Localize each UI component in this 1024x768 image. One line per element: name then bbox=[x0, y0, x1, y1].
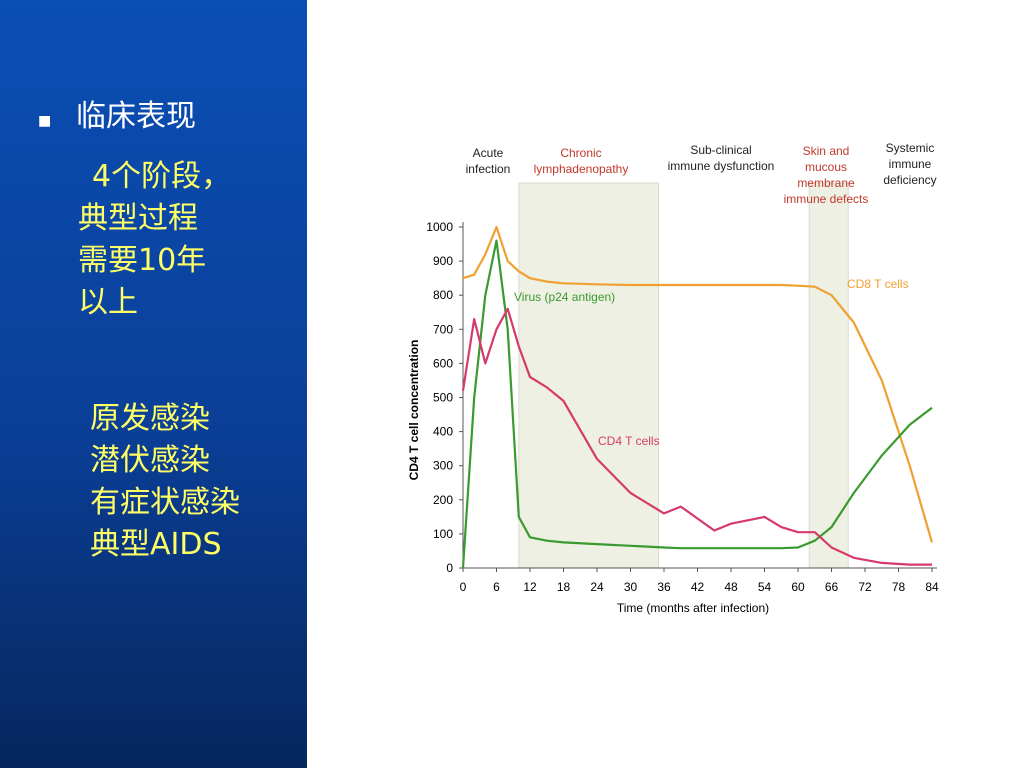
phase-label: Systemic bbox=[886, 141, 935, 155]
y-tick-label: 600 bbox=[433, 356, 453, 370]
x-tick-label: 84 bbox=[925, 580, 939, 594]
phase-label: immune dysfunction bbox=[668, 159, 775, 173]
x-tick-label: 0 bbox=[460, 580, 467, 594]
y-tick-label: 0 bbox=[446, 561, 453, 575]
x-tick-label: 54 bbox=[758, 580, 772, 594]
phase-label: mucous bbox=[805, 160, 847, 174]
y-tick-label: 700 bbox=[433, 322, 453, 336]
y-tick-label: 400 bbox=[433, 425, 453, 439]
stage-item: 原发感染 bbox=[90, 401, 210, 436]
series-line bbox=[461, 239, 933, 569]
phase-label: membrane bbox=[797, 176, 855, 190]
x-tick-label: 18 bbox=[557, 580, 571, 594]
summary-line: 以上 bbox=[78, 285, 138, 320]
summary-line: 4个阶段， bbox=[92, 159, 232, 194]
slide-panel: ■ 临床表现 4个阶段， 典型过程需要10年以上 原发感染潜伏感染有症状感染典型A… bbox=[0, 0, 307, 768]
series-line bbox=[462, 225, 934, 543]
phase-label: Sub-clinical bbox=[690, 143, 751, 157]
stage-item: 有症状感染 bbox=[90, 485, 240, 520]
phase-label: immune bbox=[889, 157, 932, 171]
summary-line: 需要10年 bbox=[78, 243, 207, 278]
x-tick-label: 66 bbox=[825, 580, 839, 594]
x-axis-label: Time (months after infection) bbox=[617, 601, 769, 615]
y-tick-label: 900 bbox=[433, 254, 453, 268]
x-tick-label: 6 bbox=[493, 580, 500, 594]
x-tick-label: 36 bbox=[657, 580, 671, 594]
bullet-mark: ■ bbox=[38, 113, 52, 129]
y-tick-label: 300 bbox=[433, 459, 453, 473]
stages: 原发感染潜伏感染有症状感染典型AIDS bbox=[90, 398, 240, 566]
x-tick-label: 12 bbox=[523, 580, 537, 594]
phase-label: immune defects bbox=[784, 192, 869, 206]
phase-label: Skin and bbox=[803, 144, 850, 158]
x-tick-label: 42 bbox=[691, 580, 705, 594]
y-axis-label: CD4 T cell concentration bbox=[407, 340, 421, 481]
phase-shade bbox=[808, 182, 849, 569]
x-tick-label: 72 bbox=[858, 580, 872, 594]
phase-label: deficiency bbox=[883, 173, 936, 187]
phase-shade bbox=[518, 182, 659, 569]
phase-label: lymphadenopathy bbox=[534, 162, 629, 176]
y-tick-label: 1000 bbox=[426, 220, 453, 234]
phase-label: Acute bbox=[473, 146, 504, 160]
x-tick-label: 60 bbox=[791, 580, 805, 594]
series-label: CD4 T cells bbox=[598, 434, 660, 448]
summary-line: 典型过程 bbox=[78, 201, 198, 236]
x-tick-label: 30 bbox=[624, 580, 638, 594]
stage-item: 潜伏感染 bbox=[90, 443, 210, 478]
series-label: Virus (p24 antigen) bbox=[514, 290, 615, 304]
series-label: CD8 T cells bbox=[847, 277, 909, 291]
y-tick-label: 200 bbox=[433, 493, 453, 507]
x-tick-label: 24 bbox=[590, 580, 604, 594]
y-tick-label: 100 bbox=[433, 527, 453, 541]
x-tick-label: 48 bbox=[724, 580, 738, 594]
summary: 4个阶段， 典型过程需要10年以上 bbox=[78, 156, 231, 324]
phase-label: infection bbox=[466, 162, 511, 176]
y-tick-label: 800 bbox=[433, 288, 453, 302]
phase-label: Chronic bbox=[560, 146, 601, 160]
bullet: 临床表现 bbox=[76, 99, 196, 134]
series-line bbox=[461, 307, 932, 566]
stage-item: 典型AIDS bbox=[90, 527, 222, 562]
y-tick-label: 500 bbox=[433, 391, 453, 405]
x-tick-label: 78 bbox=[892, 580, 906, 594]
